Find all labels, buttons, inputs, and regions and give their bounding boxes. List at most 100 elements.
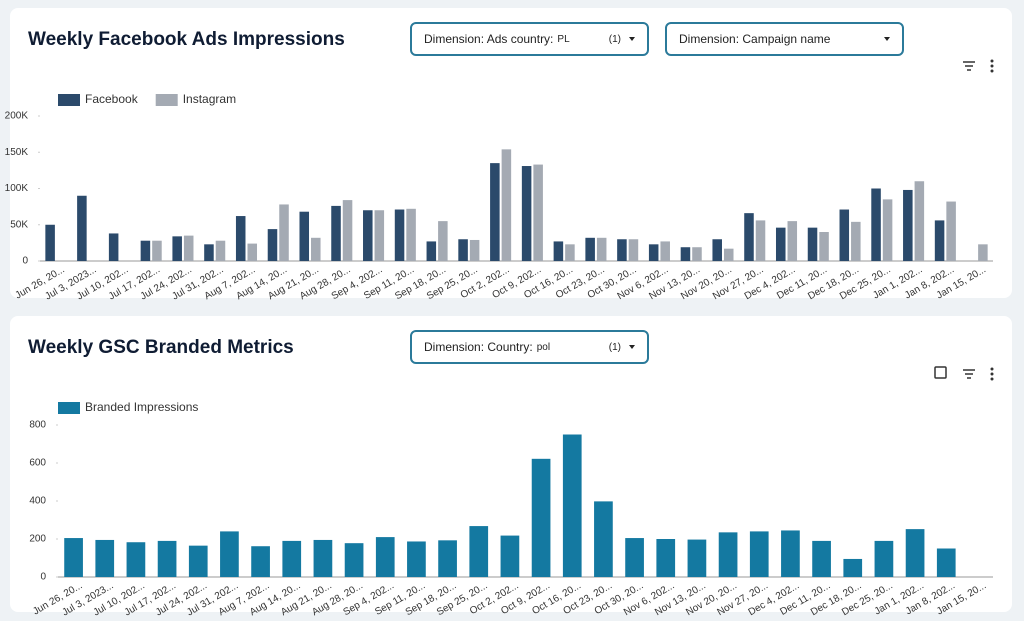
bar: [531, 458, 551, 577]
bar: [469, 239, 480, 261]
bar: [140, 240, 151, 261]
dropdown-label: Dimension: Campaign name: [679, 32, 831, 46]
bar: [656, 539, 676, 577]
bar: [812, 540, 831, 577]
y-tick-label: 400: [29, 496, 46, 507]
bar: [903, 189, 913, 261]
bar: [596, 237, 607, 261]
bar: [905, 529, 925, 577]
bar: [839, 209, 850, 261]
bar: [775, 227, 786, 261]
bar: [648, 244, 659, 261]
bar: [394, 209, 405, 261]
bar: [183, 235, 194, 261]
bar: [871, 188, 881, 261]
dropdown-value: pol: [536, 341, 551, 353]
bar: [692, 247, 702, 261]
y-tick-label: 200: [29, 534, 46, 545]
bar: [625, 538, 644, 577]
bar: [251, 546, 270, 577]
y-tick-label: 0: [22, 256, 28, 267]
bar: [628, 239, 639, 261]
more-icon[interactable]: [990, 59, 994, 381]
bar: [152, 240, 162, 261]
y-tick-label: 50K: [10, 219, 28, 230]
y-tick-label: 800: [29, 420, 46, 431]
filter-icon[interactable]: [963, 61, 975, 379]
y-tick-label: 0: [40, 572, 46, 583]
bar: [406, 208, 416, 261]
bar: [501, 149, 512, 261]
bar: [712, 239, 722, 261]
legend-label: Facebook: [85, 92, 139, 106]
bar: [363, 210, 373, 261]
bar: [108, 233, 119, 261]
bar: [77, 195, 87, 261]
bar: [749, 531, 769, 577]
bar: [565, 244, 575, 261]
bar: [723, 248, 734, 261]
dropdown-count: (1): [608, 341, 621, 353]
y-tick-label: 100K: [5, 183, 29, 194]
dropdown[interactable]: Dimension: Ads country: PL (1): [410, 22, 649, 56]
bar: [744, 213, 754, 261]
bar: [344, 543, 364, 577]
bar: [500, 535, 520, 577]
bar: [375, 537, 395, 577]
bar: [279, 204, 289, 261]
bar: [458, 239, 468, 261]
y-tick-label: 150K: [5, 147, 29, 158]
y-tick-label: 200K: [5, 111, 29, 122]
bar: [172, 236, 182, 261]
dropdown-value: PL: [557, 33, 570, 45]
bar: [594, 501, 613, 577]
bar: [787, 221, 798, 261]
legend-swatch: [155, 94, 178, 106]
bar: [914, 181, 925, 261]
bar: [819, 232, 829, 261]
bar: [469, 526, 489, 577]
dropdown-label: Dimension: Ads country:: [424, 32, 554, 46]
bar: [204, 244, 214, 261]
dropdown[interactable]: Dimension: Country: pol (1): [410, 330, 649, 364]
arrow: [884, 37, 890, 41]
bar: [220, 531, 239, 577]
bar: [45, 224, 55, 261]
dropdown-label: Dimension: Country:: [424, 340, 533, 354]
bar: [311, 237, 321, 261]
bar: [490, 163, 500, 261]
bar: [755, 220, 766, 261]
bar: [215, 240, 226, 261]
legend-label: Branded Impressions: [85, 400, 198, 414]
bar: [617, 239, 627, 261]
bar: [718, 532, 738, 577]
bar: [267, 229, 278, 261]
bar: [553, 241, 564, 261]
bar: [438, 221, 448, 261]
chart-title: Weekly GSC Branded Metrics: [28, 337, 294, 358]
bar: [680, 247, 691, 261]
bar: [533, 164, 543, 261]
bar: [235, 216, 246, 261]
bar: [851, 221, 861, 261]
bar: [188, 545, 208, 577]
bar: [157, 540, 177, 577]
bar: [660, 241, 670, 261]
bar: [374, 210, 385, 261]
dropdown[interactable]: Dimension: Campaign name: [665, 22, 904, 56]
bar: [407, 541, 426, 577]
bar: [978, 244, 988, 261]
chart-icon[interactable]: [934, 366, 947, 379]
bar: [687, 539, 707, 577]
bar: [313, 539, 333, 577]
bar: [807, 227, 818, 261]
bar: [247, 243, 258, 261]
arrow: [629, 37, 635, 41]
bar: [299, 211, 310, 261]
bar: [95, 539, 115, 577]
bar: [126, 542, 146, 577]
bar: [342, 200, 353, 261]
bar: [282, 540, 302, 577]
